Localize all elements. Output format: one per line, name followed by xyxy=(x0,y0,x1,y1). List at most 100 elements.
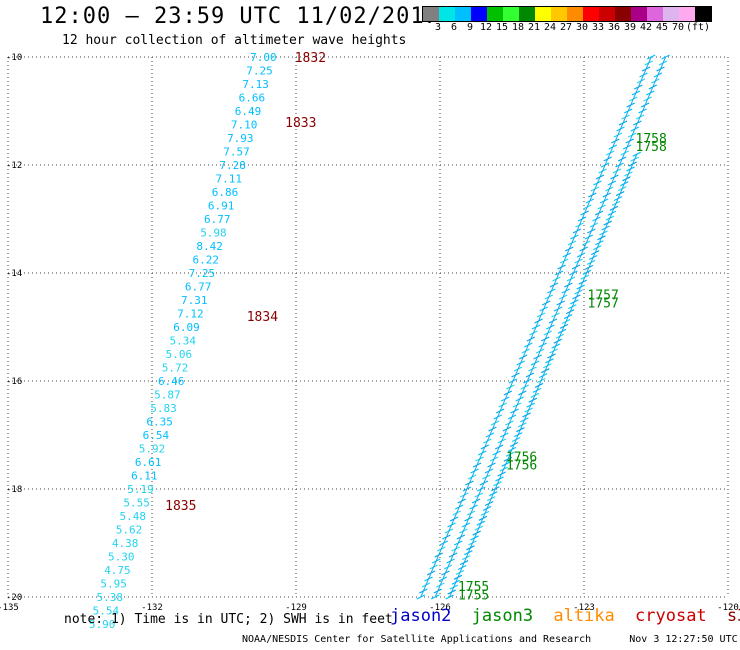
x-tick-label: -132 xyxy=(141,603,163,613)
color-scale-label: 30 xyxy=(575,22,589,33)
swh-value-label: 6.66 xyxy=(239,92,266,105)
swh-value-label: 5.54 xyxy=(93,605,120,618)
color-scale-label: 42 xyxy=(639,22,653,33)
time-label-cryosat: 1832 xyxy=(295,51,326,66)
color-cell xyxy=(567,7,583,21)
credit-org: NOAA/NESDIS Center for Satellite Applica… xyxy=(242,634,592,645)
time-label-cryosat: 1834 xyxy=(247,310,278,325)
swh-value-label: 6.77 xyxy=(204,213,231,226)
swh-value-label: 6.49 xyxy=(235,105,262,118)
time-label-jason3: 1756 xyxy=(506,451,537,466)
swh-value-label: 6.77 xyxy=(185,281,212,294)
plot-frame xyxy=(8,57,728,597)
swh-value-label: 6.09 xyxy=(173,321,200,334)
color-cell xyxy=(615,7,631,21)
swh-value-label: 5.30 xyxy=(108,551,135,564)
swh-value-label: 5.92 xyxy=(139,443,166,456)
color-cell xyxy=(503,7,519,21)
color-cell xyxy=(455,7,471,21)
legend-jason3: jason3 xyxy=(471,606,534,626)
swh-value-label: 7.11 xyxy=(216,173,243,186)
color-scale-label: 12 xyxy=(479,22,493,33)
swh-value-label: 5.34 xyxy=(169,335,196,348)
color-scale-label: 18 xyxy=(511,22,525,33)
swh-value-label: 7.31 xyxy=(181,294,208,307)
color-scale-bar xyxy=(422,6,712,22)
swh-value-label: 4.38 xyxy=(112,537,139,550)
color-scale-label: 6 xyxy=(450,22,458,33)
swh-value-label: 5.62 xyxy=(116,524,143,537)
x-tick-label: -123 xyxy=(573,603,595,613)
credit-timestamp: Nov 3 12:27:50 UTC 2017 xyxy=(629,634,740,645)
swh-value-label: 7.00 xyxy=(250,51,277,64)
time-label-jason3: 1756 xyxy=(506,459,537,474)
swh-value-label: 5.83 xyxy=(150,402,177,415)
color-cell xyxy=(663,7,679,21)
y-tick-label: -18 xyxy=(6,485,22,495)
color-scale-label: 9 xyxy=(466,22,474,33)
swh-value-label: 7.13 xyxy=(242,78,269,91)
legend-altika: altika xyxy=(553,606,615,626)
y-tick-label: -10 xyxy=(6,53,22,63)
time-label-jason3: 1755 xyxy=(458,580,489,595)
color-cell xyxy=(599,7,615,21)
swh-value-label: 8.42 xyxy=(196,240,223,253)
swh-value-label: 7.28 xyxy=(219,159,246,172)
units-note: note: 1) Time is in UTC; 2) SWH is in fe… xyxy=(64,612,393,627)
time-label-jason3: 1757 xyxy=(588,289,619,304)
x-tick-label: -135 xyxy=(0,603,19,613)
track-line-jason3 xyxy=(449,154,638,598)
swh-value-label: 6.61 xyxy=(135,456,162,469)
legend-cryosat: cryosat xyxy=(635,606,707,626)
color-scale-label: 45 xyxy=(655,22,669,33)
color-cell xyxy=(583,7,599,21)
color-scale-label: 21 xyxy=(527,22,541,33)
color-scale-label: 39 xyxy=(623,22,637,33)
color-scale-label: 24 xyxy=(543,22,557,33)
swh-value-label: 6.22 xyxy=(193,254,220,267)
swh-value-label: 4.75 xyxy=(104,564,131,577)
swh-value-label: 7.25 xyxy=(246,65,273,78)
chart-subtitle: 12 hour collection of altimeter wave hei… xyxy=(62,33,407,48)
color-scale-label: 70 xyxy=(671,22,685,33)
y-tick-label: -16 xyxy=(6,377,22,387)
legend-s3a: s3a xyxy=(726,606,740,626)
swh-value-label: 6.11 xyxy=(131,470,158,483)
track-line-jason3 xyxy=(434,56,667,598)
color-cell xyxy=(695,7,711,21)
color-cell xyxy=(423,7,439,21)
time-label-jason3: 1758 xyxy=(636,132,667,147)
satellite-legend: jason2 jason3 altika cryosat s3a xyxy=(390,606,740,626)
color-cell xyxy=(647,7,663,21)
y-tick-label: -14 xyxy=(6,269,22,279)
y-tick-label: -12 xyxy=(6,161,22,171)
time-label-jason3: 1755 xyxy=(458,588,489,603)
color-scale-label: 3 xyxy=(434,22,442,33)
swh-value-label: 5.90 xyxy=(89,618,116,631)
swh-value-label: 6.35 xyxy=(146,416,173,429)
color-scale-label: 27 xyxy=(559,22,573,33)
color-cell xyxy=(487,7,503,21)
swh-value-label: 5.38 xyxy=(97,591,124,604)
swh-value-label: 6.54 xyxy=(143,429,170,442)
swh-value-label: 5.55 xyxy=(123,497,150,510)
color-cell xyxy=(631,7,647,21)
color-cell xyxy=(439,7,455,21)
time-label-cryosat: 1835 xyxy=(165,499,196,514)
swh-value-label: 6.86 xyxy=(212,186,239,199)
color-scale-label: 33 xyxy=(591,22,605,33)
x-tick-label: -126 xyxy=(429,603,451,613)
swh-value-label: 5.95 xyxy=(100,578,127,591)
swh-value-label: 5.19 xyxy=(127,483,154,496)
color-cell xyxy=(519,7,535,21)
color-scale-label: 36 xyxy=(607,22,621,33)
swh-value-label: 7.25 xyxy=(189,267,216,280)
swh-value-label: 6.91 xyxy=(208,200,235,213)
swh-value-label: 7.10 xyxy=(231,119,258,132)
y-tick-label: -20 xyxy=(6,593,22,603)
swh-value-label: 5.72 xyxy=(162,362,189,375)
color-cell xyxy=(679,7,695,21)
chart-title: 12:00 – 23:59 UTC 11/02/2017 xyxy=(40,4,439,29)
swh-value-label: 5.48 xyxy=(120,510,147,523)
color-cell xyxy=(551,7,567,21)
